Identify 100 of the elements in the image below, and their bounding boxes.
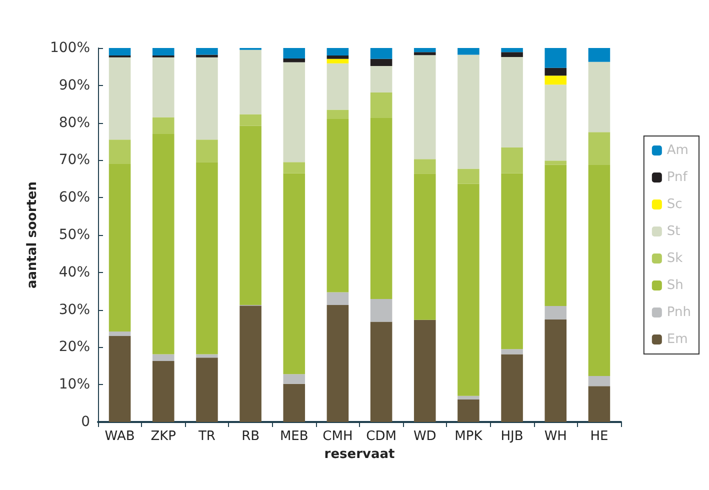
bar bbox=[370, 92, 392, 118]
y-tick-label: 70% bbox=[58, 152, 90, 168]
bar bbox=[370, 118, 392, 299]
x-tick-label: CDM bbox=[366, 429, 396, 444]
bar bbox=[326, 48, 349, 56]
bar bbox=[458, 168, 480, 184]
bar bbox=[108, 140, 131, 164]
legend-label: Sc bbox=[666, 197, 682, 212]
legend-label: Pnf bbox=[666, 170, 688, 185]
bar bbox=[108, 164, 131, 332]
bar bbox=[326, 292, 349, 305]
x-tick-label: TR bbox=[197, 429, 216, 444]
y-tick-label: 60% bbox=[58, 190, 90, 206]
bar bbox=[501, 354, 523, 422]
bar bbox=[326, 110, 349, 120]
bar bbox=[501, 173, 523, 350]
bar bbox=[152, 57, 174, 118]
bar bbox=[458, 400, 480, 422]
bar bbox=[544, 68, 567, 76]
x-tick-label: ZKP bbox=[150, 429, 176, 444]
bar bbox=[283, 384, 306, 422]
bar bbox=[588, 48, 610, 62]
bar bbox=[326, 58, 349, 64]
bar bbox=[196, 140, 218, 162]
x-tick-label: MPK bbox=[454, 429, 483, 444]
legend-label: Sk bbox=[666, 251, 684, 266]
bar bbox=[196, 48, 218, 55]
y-tick-label: 80% bbox=[58, 114, 90, 131]
bar bbox=[414, 52, 436, 56]
y-tick-label: 50% bbox=[58, 227, 90, 243]
bar bbox=[414, 320, 436, 422]
x-tick-label: CMH bbox=[322, 429, 353, 444]
bar bbox=[283, 374, 306, 384]
bar bbox=[544, 164, 567, 306]
bar bbox=[588, 165, 610, 376]
bar bbox=[196, 358, 218, 422]
bar bbox=[414, 55, 436, 160]
y-tick-label: 90% bbox=[58, 77, 90, 94]
bar bbox=[108, 336, 131, 422]
y-tick-label: 30% bbox=[58, 302, 90, 318]
bar bbox=[326, 119, 349, 292]
x-tick-label: MEB bbox=[280, 429, 308, 444]
bar bbox=[370, 298, 392, 322]
bar bbox=[501, 56, 523, 148]
bar bbox=[326, 304, 349, 422]
bar bbox=[196, 57, 218, 140]
bar bbox=[458, 54, 480, 169]
bar bbox=[283, 58, 306, 62]
x-tick-label: RB bbox=[242, 429, 260, 444]
bar bbox=[152, 134, 174, 354]
bar bbox=[152, 354, 174, 362]
bar bbox=[152, 361, 174, 422]
y-axis-title: aantal soorten bbox=[25, 181, 40, 289]
bar bbox=[370, 66, 392, 93]
bar bbox=[240, 126, 262, 305]
bar bbox=[196, 162, 218, 354]
bar bbox=[544, 320, 567, 422]
x-axis-title: reservaat bbox=[324, 446, 395, 462]
bar bbox=[240, 114, 262, 126]
bar bbox=[588, 376, 610, 386]
bar bbox=[108, 48, 131, 56]
bar bbox=[414, 48, 436, 52]
legend-label: St bbox=[666, 224, 680, 239]
legend-label: Em bbox=[666, 332, 688, 347]
bar bbox=[326, 55, 349, 59]
bar bbox=[196, 54, 218, 58]
x-tick-label: HE bbox=[590, 429, 608, 444]
bar bbox=[458, 184, 480, 396]
bar bbox=[283, 162, 306, 174]
x-tick-label: WD bbox=[413, 429, 436, 444]
bar bbox=[414, 174, 436, 320]
y-tick-label: 100% bbox=[50, 40, 90, 56]
bar bbox=[370, 58, 392, 66]
bar bbox=[370, 322, 392, 422]
bar bbox=[544, 84, 567, 161]
x-tick-label: WH bbox=[544, 429, 567, 444]
y-tick-label: 40% bbox=[58, 264, 90, 280]
bar bbox=[326, 63, 349, 110]
x-tick-label: WAB bbox=[104, 429, 135, 444]
legend-label: Sh bbox=[666, 278, 684, 293]
bar bbox=[501, 52, 523, 57]
bar bbox=[458, 48, 480, 55]
bar bbox=[152, 48, 174, 56]
bar bbox=[240, 50, 262, 114]
bar bbox=[458, 396, 480, 400]
bar bbox=[501, 349, 523, 354]
bar bbox=[283, 48, 306, 58]
y-tick-label: 10% bbox=[58, 376, 90, 393]
bar bbox=[108, 57, 131, 140]
bar bbox=[240, 306, 262, 422]
bar bbox=[588, 62, 610, 132]
bar bbox=[501, 147, 523, 174]
bar bbox=[196, 354, 218, 358]
bar bbox=[370, 48, 392, 59]
y-tick-label: 0 bbox=[81, 414, 90, 430]
bar bbox=[501, 48, 523, 52]
y-tick-label: 20% bbox=[58, 339, 90, 356]
x-tick-label: HJB bbox=[500, 429, 524, 444]
legend-label: Pnh bbox=[666, 305, 692, 320]
bar bbox=[544, 306, 567, 320]
